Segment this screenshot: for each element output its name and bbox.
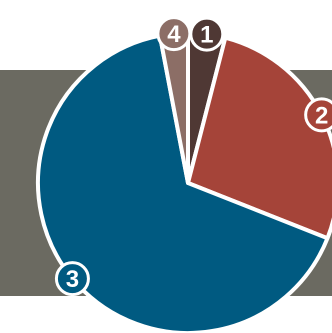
slice-label-3: 3 [66,266,79,293]
slice-badge-circle-4 [156,16,192,52]
slice-badge-2: 2 [304,97,332,133]
slice-label-2: 2 [315,102,328,129]
slice-badge-3: 3 [54,261,90,297]
slice-label-4: 4 [167,21,181,48]
slice-badge-circle-3 [54,261,90,297]
slice-badge-circle-2 [304,97,332,133]
pie-slices [36,31,332,333]
slice-badge-1: 1 [189,16,225,52]
slice-label-1: 1 [200,22,213,49]
slice-labels: 1 2 3 4 [54,16,332,297]
slice-badge-4: 4 [156,16,192,52]
